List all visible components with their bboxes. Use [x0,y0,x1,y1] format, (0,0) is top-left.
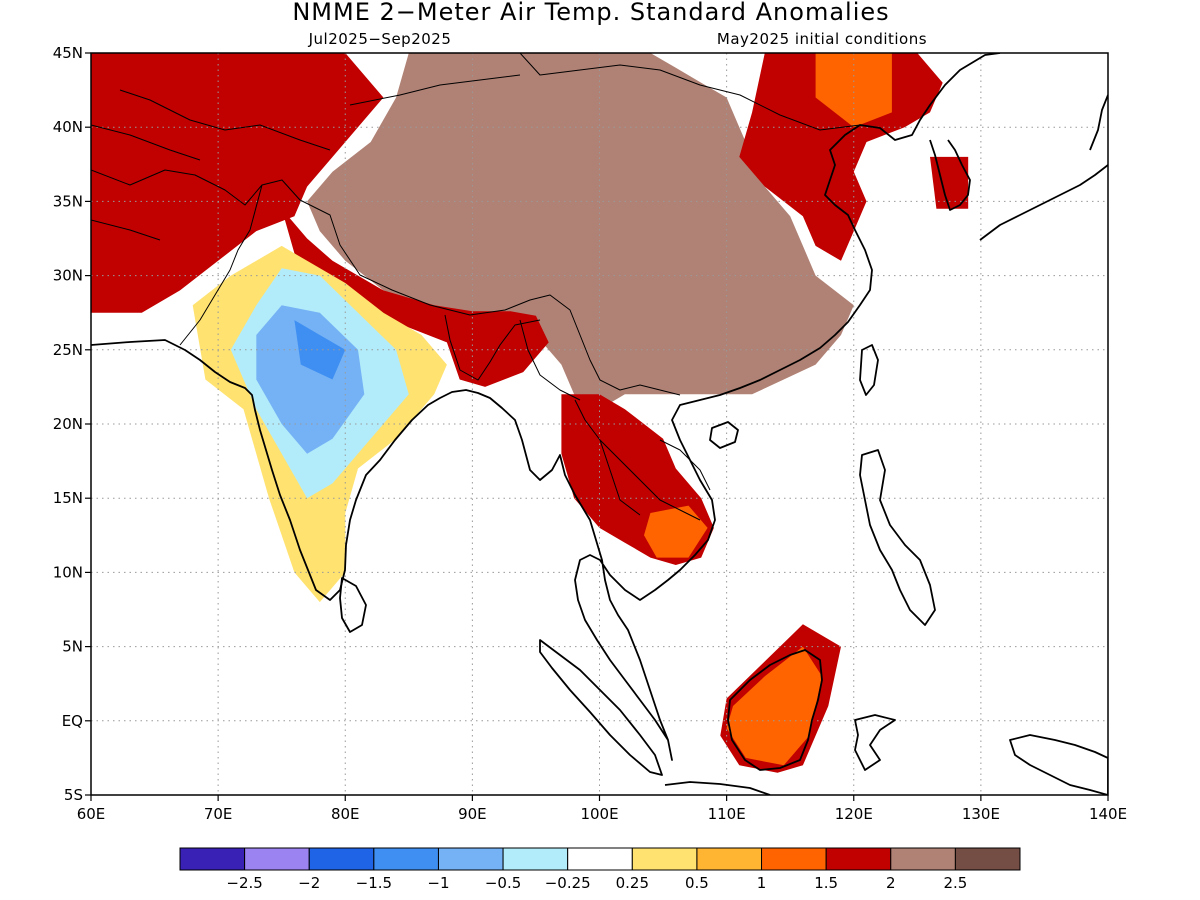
colorbar-label: −0.5 [485,874,521,892]
y-tick-label: 5S [64,786,83,804]
colorbar-label: −1 [427,874,449,892]
y-tick-label: 5N [62,638,83,656]
coastline-new-guinea [1009,734,1108,795]
x-tick-label: 130E [962,805,1000,823]
coastline-korea [929,139,971,211]
colorbar-swatch [631,847,698,871]
colorbar-swatch [502,847,569,871]
colorbar-label: 2 [886,874,896,892]
anomaly-region-india-blue-spot [294,320,346,380]
anomaly-region-himalaya-belt [281,208,549,387]
colorbar-swatch [373,847,439,871]
colorbar: −2.5 −2 −1.5 −1 −0.5 −0.25 0.25 0.5 1 1.5 2 2.5 [179,847,1021,892]
colorbar-label: 2.5 [943,874,967,892]
anomaly-region-borneo-orange [726,646,822,766]
coastline-sulawesi [854,714,896,771]
colorbar-swatch [954,847,1021,871]
anomaly-region-cambodia-orange [644,505,708,558]
y-tick-label: 20N [53,415,83,433]
x-tick-label: 120E [835,805,873,823]
colorbar-label: −2 [298,874,320,892]
map-plot-area [91,53,1108,795]
colorbar-label: −1.5 [356,874,392,892]
y-tick-label: 40N [53,118,83,136]
x-tick-label: 60E [77,805,106,823]
colorbar-label: 0.25 [616,874,649,892]
coastline-sri-lanka [339,577,367,633]
colorbar-label: 0.5 [685,874,709,892]
y-tick-label: 15N [53,489,83,507]
colorbar-swatch [761,847,827,871]
x-tick-label: 110E [708,805,746,823]
axis-ticks: 60E 70E 80E 90E 100E 110E 120E 130E 140E 45N 40N 35… [53,44,1127,823]
anomaly-field [91,53,969,773]
anomaly-region-central-asia-northwest [91,53,384,313]
colorbar-swatch [437,847,504,871]
map-title: NMME 2−Meter Air Temp. Standard Anomalie… [292,0,889,26]
coastline-sumatra [539,639,663,776]
coastline-mainland [91,53,1001,761]
season-label: Jul2025−Sep2025 [308,30,452,48]
colorbar-swatch [890,847,956,871]
colorbar-label: −2.5 [226,874,262,892]
y-tick-label: 10N [53,563,83,581]
y-tick-label: 35N [53,192,83,210]
anomaly-region-india-core [256,305,365,454]
y-tick-label: EQ [62,712,83,730]
anomaly-region-northeast-orange [815,53,892,128]
coastline-japan [979,94,1108,241]
y-tick-label: 30N [53,267,83,285]
colorbar-label: 1.5 [814,874,838,892]
coastline-philippines [859,449,936,626]
colorbar-swatch [567,847,633,871]
colorbar-swatch [696,847,763,871]
coastline-hainan [709,421,739,449]
graticule [91,53,1108,795]
coastline-borneo [727,649,823,771]
initial-conditions-label: May2025 initial conditions [717,30,927,48]
coastline-taiwan [859,344,879,396]
colorbar-swatch [308,847,375,871]
border-lines [91,53,861,521]
y-tick-label: 45N [53,44,83,62]
x-tick-label: 80E [331,805,360,823]
x-tick-label: 140E [1089,805,1127,823]
coastlines [91,53,1108,795]
political-borders [91,53,861,521]
x-tick-label: 70E [204,805,233,823]
colorbar-swatch [179,847,246,871]
anomaly-region-north-china [307,53,854,410]
colorbar-swatch [244,847,310,871]
colorbar-label: 1 [757,874,767,892]
colorbar-swatch [825,847,892,871]
y-tick-label: 25N [53,341,83,359]
x-tick-label: 90E [458,805,487,823]
colorbar-label: −0.25 [545,874,591,892]
coastline-java [664,781,771,795]
x-tick-label: 100E [580,805,618,823]
